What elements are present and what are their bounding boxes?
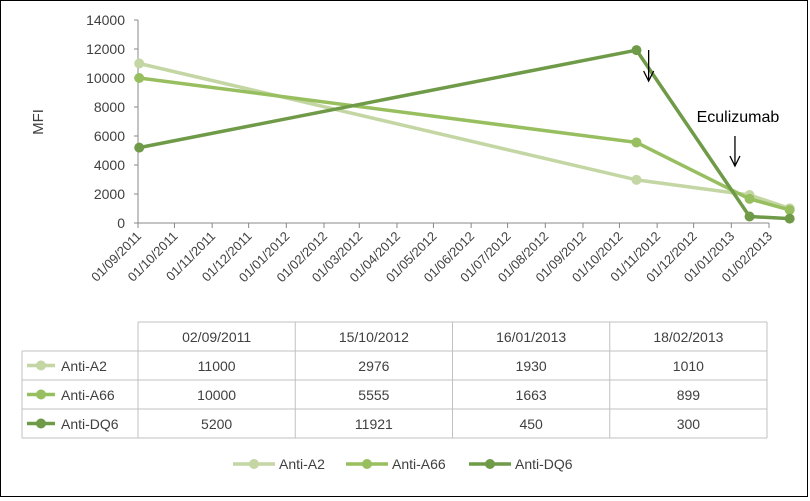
table-series-name: Anti-DQ6 (61, 416, 119, 432)
legend-marker (485, 459, 495, 469)
table-header-date: 18/02/2013 (653, 329, 723, 345)
data-table: 02/09/2011 15/10/2012 16/01/2013 18/02/2013… (21, 321, 768, 439)
annotation-label: Eculizumab (697, 109, 780, 126)
table-series-name: Anti-A66 (61, 387, 115, 403)
table-cell: 5200 (201, 416, 232, 432)
series-anti-a66 (134, 73, 795, 215)
table-row: Anti-A2 11000 2976 1930 1010 (27, 358, 704, 374)
y-tick-label: 10000 (86, 70, 125, 86)
y-tick-label: 0 (117, 215, 125, 231)
table-legend-marker (36, 389, 46, 400)
data-point (784, 204, 795, 215)
series-layer (134, 45, 795, 224)
data-point (631, 137, 642, 148)
y-tick-label: 14000 (86, 12, 125, 28)
table-series-name: Anti-A2 (61, 358, 107, 374)
table-cell: 10000 (197, 387, 236, 403)
x-tick-labels: 01/09/201101/10/201101/11/201101/12/2011… (88, 229, 775, 286)
legend-label: Anti-DQ6 (515, 456, 573, 472)
table-cell: 2976 (358, 358, 389, 374)
data-point (744, 211, 755, 222)
legend-item: Anti-DQ6 (469, 456, 573, 472)
series-line (138, 61, 791, 211)
data-point (744, 193, 755, 204)
table-cell: 450 (519, 416, 543, 432)
table-row: Anti-A66 10000 5555 1663 899 (27, 387, 700, 403)
table-legend-marker (36, 360, 46, 371)
data-point (134, 73, 145, 83)
data-point (134, 58, 145, 69)
legend: Anti-A2 Anti-A66 Anti-DQ6 (233, 456, 573, 472)
y-tick-label: 2000 (94, 186, 125, 202)
y-axis-label: MFI (30, 109, 47, 135)
data-point (784, 213, 795, 224)
y-tick-label: 12000 (86, 41, 125, 57)
table-header-date: 02/09/2011 (182, 329, 251, 345)
data-point (631, 174, 642, 185)
legend-label: Anti-A2 (279, 456, 325, 472)
legend-label: Anti-A66 (392, 456, 446, 472)
annotation-arrow (643, 50, 655, 83)
table-cell: 1010 (673, 358, 704, 374)
y-tick-label: 6000 (94, 128, 125, 144)
table-cell: 1663 (516, 387, 547, 403)
table-cell: 300 (677, 416, 701, 432)
table-cell: 1930 (516, 358, 547, 374)
series-anti-dq6 (134, 45, 795, 224)
annotation-layer: Eculizumab (643, 50, 780, 168)
chart-axes (134, 19, 770, 228)
table-header-date: 16/01/2013 (496, 329, 566, 345)
series-line (138, 76, 791, 212)
arrow-head (643, 70, 655, 83)
table-header-date: 15/10/2012 (339, 329, 409, 345)
table-cell: 5555 (358, 387, 389, 403)
legend-item: Anti-A66 (346, 456, 446, 472)
legend-marker (362, 459, 372, 469)
data-point (631, 45, 642, 56)
table-cell: 11921 (355, 416, 393, 432)
data-point (134, 142, 145, 153)
table-cell: 11000 (198, 358, 236, 374)
legend-marker (249, 459, 259, 469)
table-cell: 899 (677, 387, 701, 403)
table-legend-marker (36, 418, 46, 429)
y-tick-label: 4000 (94, 157, 125, 173)
arrow-head (729, 155, 741, 168)
y-tick-labels: 0 2000 4000 6000 8000 10000 12000 14000 (86, 12, 125, 231)
legend-item: Anti-A2 (233, 456, 325, 472)
table-row: Anti-DQ6 5200 11921 450 300 (27, 416, 700, 432)
y-tick-label: 8000 (94, 99, 125, 115)
annotation-arrow: Eculizumab (697, 109, 780, 168)
series-line (138, 48, 790, 221)
